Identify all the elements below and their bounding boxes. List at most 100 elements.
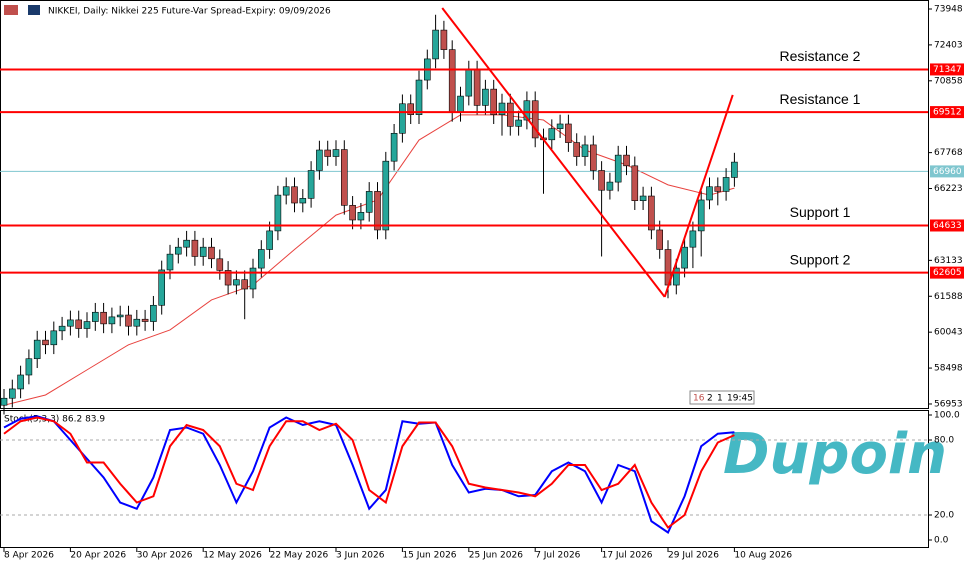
candle-body xyxy=(291,186,298,204)
stoch-frame xyxy=(0,410,929,548)
candle-body xyxy=(672,267,680,286)
logo: Dupoin xyxy=(723,422,947,487)
level-box xyxy=(930,266,964,279)
candle-body xyxy=(141,318,149,322)
level-annotation: Resistance 1 xyxy=(780,91,861,107)
x-tick-label: 3 Jun 2026 xyxy=(336,551,385,561)
candle-body xyxy=(374,191,381,231)
level-label: 64633 xyxy=(933,221,962,231)
level-annotation: Support 2 xyxy=(790,251,851,267)
candle-body xyxy=(249,267,257,290)
candle-body xyxy=(681,246,688,269)
candle-body xyxy=(349,205,356,221)
level-annotation: Support 1 xyxy=(790,204,851,220)
y-tick-label: 58498 xyxy=(934,364,963,374)
candle-body xyxy=(565,123,572,143)
candle-body xyxy=(9,388,16,399)
candle-body xyxy=(307,170,315,199)
candle-body xyxy=(166,253,174,271)
candle-body xyxy=(233,279,240,286)
x-tick-label: 12 May 2026 xyxy=(203,551,262,561)
candle-body xyxy=(498,102,506,115)
y-tick-label: 72403 xyxy=(934,40,963,50)
candle-body xyxy=(92,311,99,322)
x-tick-label: 22 May 2026 xyxy=(270,551,329,561)
candle-body xyxy=(133,318,141,327)
candle-body xyxy=(415,79,423,115)
timer-text: 19:45 xyxy=(727,394,753,404)
candle-body xyxy=(75,319,82,329)
y-tick-label: 100.0 xyxy=(934,411,960,421)
candle-body xyxy=(324,149,332,157)
x-tick-label: 17 Jul 2026 xyxy=(602,551,653,561)
candle-body xyxy=(42,339,49,346)
x-tick-label: 20 Apr 2026 xyxy=(70,551,126,561)
current-price-label: 66960 xyxy=(933,167,962,177)
y-tick-label: 56953 xyxy=(934,399,963,409)
level-box xyxy=(930,63,964,76)
candle-body xyxy=(448,49,456,113)
trendline xyxy=(441,7,666,298)
y-tick-label: 73948 xyxy=(934,4,963,14)
candle-body xyxy=(722,177,730,192)
stoch-title: Stoch(5,3,3) 86.2 83.9 xyxy=(4,415,105,425)
candle-body xyxy=(150,304,157,322)
candle-body xyxy=(390,132,398,162)
candle-body xyxy=(623,154,630,167)
candle-body xyxy=(556,123,564,129)
candle-body xyxy=(83,321,91,329)
candle-body xyxy=(548,128,556,141)
candle-body xyxy=(523,100,531,121)
candle-body xyxy=(490,88,498,115)
candle-body xyxy=(598,170,605,191)
y-tick-label: 67768 xyxy=(934,148,963,158)
candle-body xyxy=(58,325,66,332)
timer-text: 16 xyxy=(693,394,705,404)
candle-body xyxy=(382,160,390,231)
level-label: 62605 xyxy=(933,268,962,278)
candle-body xyxy=(108,316,116,325)
candle-body xyxy=(25,358,33,376)
x-tick-label: 30 Apr 2026 xyxy=(137,551,193,561)
candle-body xyxy=(208,246,215,260)
candle-body xyxy=(589,144,597,171)
candle-body xyxy=(432,29,439,60)
candle-body xyxy=(33,339,41,360)
candle-body xyxy=(407,103,415,115)
level-label: 71347 xyxy=(933,65,962,75)
candle-body xyxy=(357,212,365,221)
candle-body xyxy=(100,311,107,325)
chart-title: NIKKEI, Daily: Nikkei 225 Future-Var Spr… xyxy=(48,7,331,17)
y-tick-label: 66223 xyxy=(934,184,963,194)
main-frame xyxy=(0,0,929,409)
icon xyxy=(4,5,18,15)
icon xyxy=(28,5,40,15)
candle-body xyxy=(473,69,481,106)
candle-body xyxy=(581,144,589,157)
stoch-line xyxy=(3,416,735,529)
level-label: 69512 xyxy=(933,108,962,118)
candle-body xyxy=(440,29,448,50)
candle-body xyxy=(631,165,639,201)
candle-body xyxy=(67,319,74,327)
candle-body xyxy=(50,330,58,346)
timer-box xyxy=(689,390,755,405)
candle-body xyxy=(266,230,273,250)
candle-body xyxy=(689,230,697,248)
level-annotation: Resistance 2 xyxy=(780,48,861,64)
candle-body xyxy=(175,246,182,255)
candle-body xyxy=(299,198,307,204)
candle-body xyxy=(316,149,323,171)
x-tick-label: 7 Jul 2026 xyxy=(535,551,580,561)
candle-body xyxy=(731,161,738,178)
y-tick-label: 70858 xyxy=(934,76,963,86)
candle-body xyxy=(482,88,489,106)
candle-body xyxy=(656,229,664,250)
candle-body xyxy=(224,270,232,286)
candle-body xyxy=(257,249,265,269)
candle-body xyxy=(340,149,348,206)
timer-text: 1 xyxy=(717,394,723,404)
candle-body xyxy=(506,102,514,127)
candle-body xyxy=(531,100,539,139)
